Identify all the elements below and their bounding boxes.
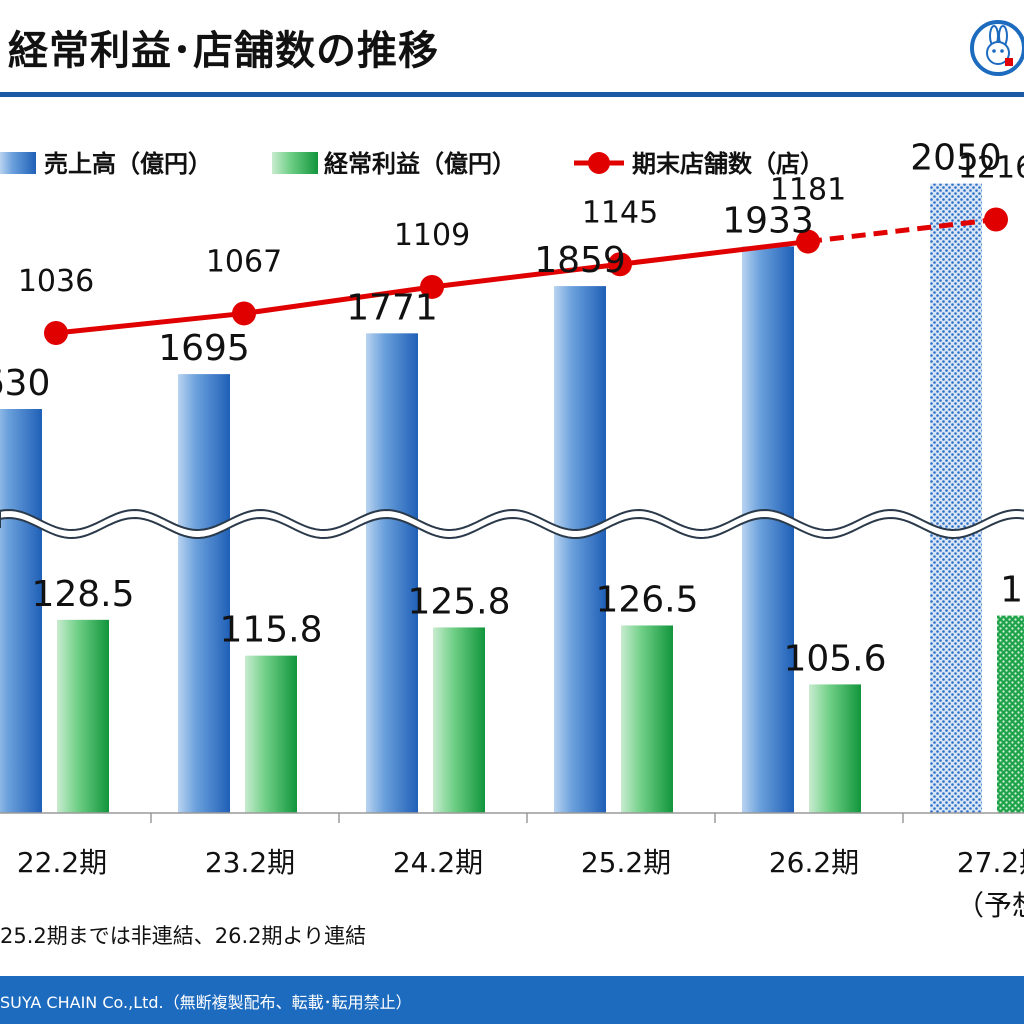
x-tick-label: 26.2期	[769, 846, 859, 879]
data-label-layer: 630128.51695115.81771125.81859126.519331…	[0, 138, 1024, 680]
profit-data-label: 13	[1000, 570, 1024, 611]
sales-data-label: 1933	[722, 200, 814, 241]
bar-layer	[0, 183, 1024, 814]
footer-bar	[0, 976, 1024, 1024]
stores-point	[796, 229, 820, 254]
sales-bar	[0, 409, 42, 813]
sales-data-label: 1859	[534, 240, 626, 281]
stores-line-forecast	[807, 217, 997, 245]
legend-label-sales: 売上高（億円）	[44, 150, 212, 178]
footer-copyright: SUYA CHAIN Co.,Ltd.（無断複製配布、転載･転用禁止）	[0, 993, 412, 1012]
sales-data-label: 630	[0, 363, 50, 404]
axis-break-wave	[0, 508, 1024, 540]
sales-bar	[178, 374, 230, 813]
x-tick-label: 24.2期	[393, 846, 483, 879]
legend-marker-stores	[588, 152, 610, 174]
sales-data-label: 1771	[346, 287, 438, 328]
profit-data-label: 125.8	[407, 581, 510, 622]
sales-bar	[554, 286, 606, 813]
sales-data-label: 1695	[158, 328, 250, 369]
stores-data-label: 1181	[770, 173, 846, 208]
stores-data-label: 1145	[582, 195, 658, 230]
page-title: 経常利益･店舗数の推移	[8, 28, 439, 74]
stores-point	[420, 274, 444, 299]
sales-profit-stores-chart: 売上高（億円） 経常利益（億円） 期末店舗数（店） 22.2期 23.2期 24.2…	[0, 138, 1024, 922]
profit-bar	[621, 625, 673, 813]
stores-point	[44, 321, 68, 345]
stores-point	[984, 207, 1008, 232]
axis-break-edge-top	[0, 508, 1024, 532]
stores-data-label: 1067	[206, 244, 282, 279]
chart-legend: 売上高（億円） 経常利益（億円） 期末店舗数（店）	[0, 150, 824, 178]
x-tick-sublabel: （予想	[956, 889, 1024, 922]
legend-label-profit: 経常利益（億円）	[324, 150, 516, 178]
sales-bar	[742, 246, 794, 814]
sales-bar	[366, 333, 418, 813]
x-tick-label: 22.2期	[17, 846, 107, 879]
x-axis: 22.2期 23.2期 24.2期 25.2期 26.2期 27.2期 （予想	[0, 812, 1024, 922]
profit-data-label: 126.5	[595, 579, 698, 620]
stores-data-label: 1109	[394, 218, 470, 253]
stores-point	[232, 301, 256, 326]
x-tick-label: 25.2期	[581, 846, 671, 879]
legend-swatch-sales	[0, 152, 36, 174]
sales-bar	[930, 183, 982, 813]
legend-label-stores: 期末店舗数（店）	[632, 150, 824, 178]
stores-line-layer	[44, 207, 1008, 345]
legend-swatch-profit	[272, 152, 318, 174]
stores-data-label: 1036	[18, 264, 94, 299]
profit-data-label: 128.5	[31, 574, 134, 615]
profit-data-label: 105.6	[783, 638, 886, 679]
profit-data-label: 115.8	[219, 610, 322, 651]
profit-bar	[433, 627, 485, 813]
x-tick-label: 27.2期	[957, 846, 1024, 879]
axis-break-edge-bottom	[0, 516, 1024, 540]
stores-point	[608, 252, 632, 277]
profit-bar	[245, 655, 297, 813]
profit-bar	[997, 615, 1024, 813]
axis-break-band	[0, 510, 1024, 538]
sales-data-label: 2050	[910, 138, 1002, 179]
x-tick-label: 23.2期	[205, 846, 295, 879]
title-underline	[0, 92, 1024, 97]
consolidation-note: 25.2期までは非連結、26.2期より連結	[0, 924, 367, 948]
rabbit-mascot-icon	[970, 20, 1024, 76]
profit-bar	[57, 619, 109, 813]
profit-bar	[809, 684, 861, 813]
stores-data-label: 1216	[958, 150, 1024, 185]
